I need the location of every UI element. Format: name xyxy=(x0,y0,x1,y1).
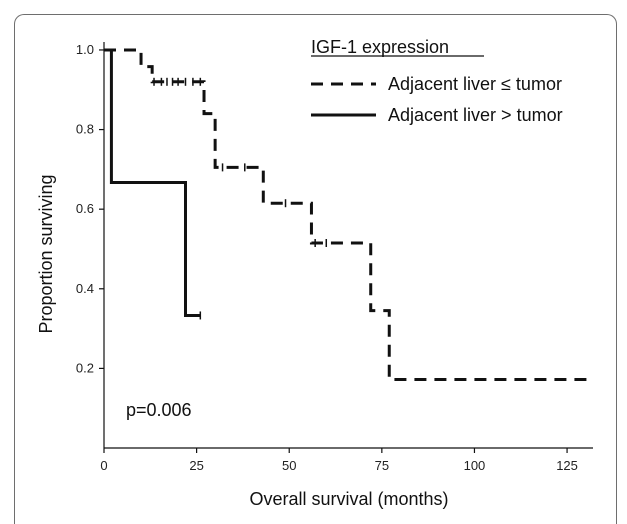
x-tick-label: 125 xyxy=(556,458,578,473)
legend-title: IGF-1 expression xyxy=(311,37,449,57)
legend-label-solid: Adjacent liver > tumor xyxy=(388,105,563,125)
y-axis-title: Proportion surviving xyxy=(36,174,56,333)
figure-frame xyxy=(14,14,617,524)
y-tick-label: 0.4 xyxy=(76,281,94,296)
x-tick-label: 50 xyxy=(282,458,296,473)
y-tick-label: 0.8 xyxy=(76,122,94,137)
series-line-adjacent-liver-le-tumor xyxy=(104,48,593,382)
x-tick-label: 100 xyxy=(464,458,486,473)
legend-label-dashed: Adjacent liver ≤ tumor xyxy=(388,74,562,94)
x-tick-label: 75 xyxy=(375,458,389,473)
legend: IGF-1 expression Adjacent liver ≤ tumor … xyxy=(311,37,563,125)
km-chart: 0.2 0.4 0.6 0.8 1.0 0 25 50 75 100 125 Overall su… xyxy=(36,37,593,509)
x-tick-label: 0 xyxy=(100,458,107,473)
p-value-annotation: p=0.006 xyxy=(126,400,192,420)
y-ticks: 0.2 0.4 0.6 0.8 1.0 xyxy=(76,42,104,375)
x-tick-label: 25 xyxy=(189,458,203,473)
y-tick-label: 0.6 xyxy=(76,201,94,216)
x-axis-title: Overall survival (months) xyxy=(249,489,448,509)
x-ticks: 0 25 50 75 100 125 xyxy=(100,448,578,473)
series-layer xyxy=(104,48,593,382)
y-tick-label: 0.2 xyxy=(76,360,94,375)
series-line-adjacent-liver-gt-tumor xyxy=(104,48,201,317)
y-tick-label: 1.0 xyxy=(76,42,94,57)
